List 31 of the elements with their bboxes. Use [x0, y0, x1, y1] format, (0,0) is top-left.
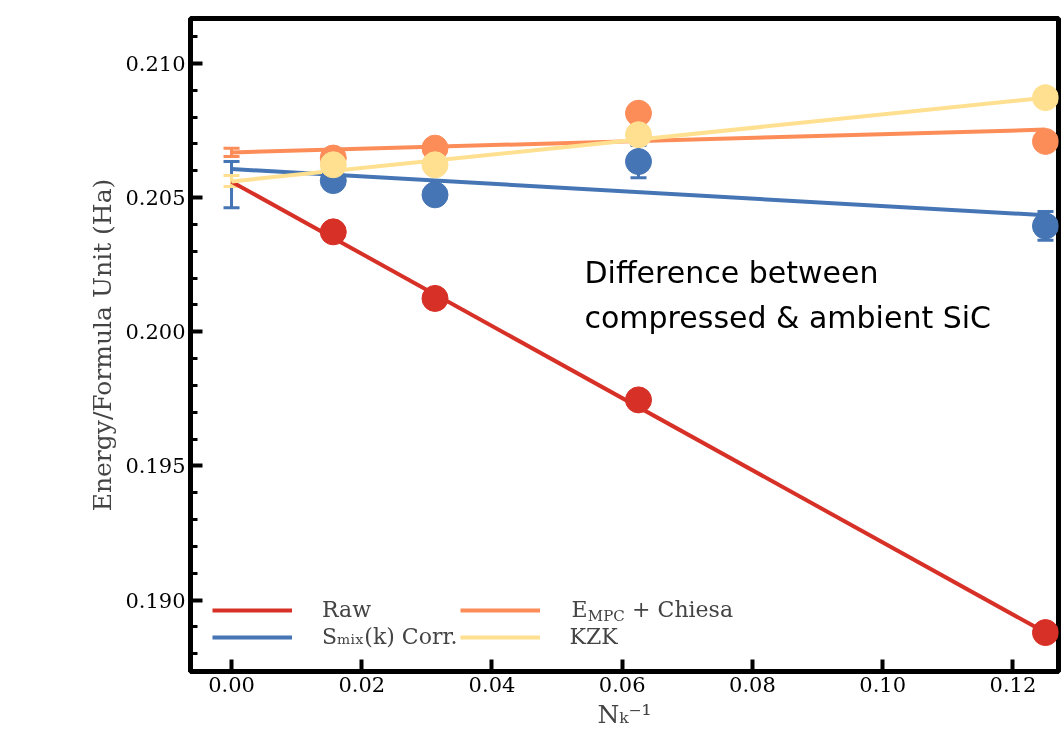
x-tick-label: 0.10: [859, 672, 907, 697]
x-tick-label: 0.08: [729, 672, 776, 697]
annotation: Difference between compressed & ambient SiC: [584, 254, 992, 335]
y-tick-label: 0.200: [125, 320, 186, 345]
x-tick-label: 0.02: [338, 672, 386, 697]
x-tick-label: 0.12: [989, 672, 1037, 697]
legend-label: Raw: [322, 597, 372, 622]
point: [421, 181, 449, 209]
point: [1031, 127, 1059, 155]
y-tick-label: 0.195: [125, 454, 186, 479]
y-axis-title: Energy/Formula Unit (Ha): [88, 178, 118, 512]
point: [625, 121, 652, 149]
point: [1031, 212, 1059, 240]
x-tick-label: 0.04: [468, 672, 516, 697]
y-tick-label: 0.210: [125, 51, 186, 76]
point: [319, 218, 347, 246]
y-tick-label: 0.190: [125, 588, 186, 613]
x-tick-label: 0.06: [598, 672, 646, 697]
point: [421, 151, 449, 179]
x-tick-label: 0.00: [208, 672, 255, 697]
point: [625, 148, 652, 176]
legend-label: Sₘᵢₓ(k) Corr.: [322, 624, 458, 649]
point: [625, 386, 652, 414]
y-tick-label: 0.205: [125, 186, 186, 211]
x-axis-title: Nₖ⁻¹: [597, 699, 652, 729]
point: [1031, 619, 1059, 647]
point: [421, 284, 449, 312]
point: [625, 99, 652, 127]
point: [319, 151, 347, 179]
legend-label: KZK: [569, 624, 618, 649]
point: [1031, 84, 1059, 112]
